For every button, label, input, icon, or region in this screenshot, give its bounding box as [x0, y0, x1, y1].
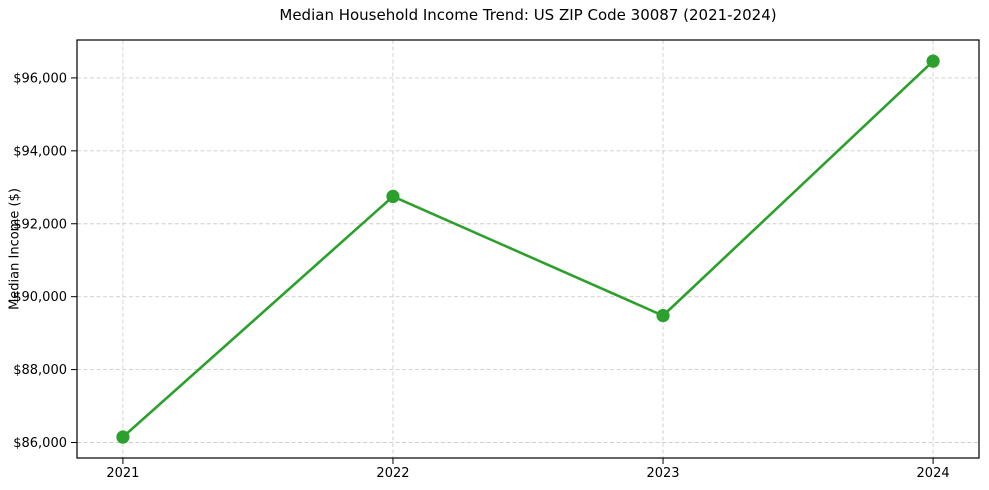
y-tick-label: $94,000 — [13, 144, 67, 159]
income-trend-line — [122, 60, 934, 439]
x-tick-label: 2024 — [917, 466, 950, 481]
y-tick-label: $96,000 — [13, 71, 67, 86]
y-tick-label: $86,000 — [13, 436, 67, 451]
y-tick-label: $92,000 — [13, 217, 67, 232]
x-tick-label: 2022 — [376, 466, 409, 481]
data-point-marker — [116, 430, 130, 444]
data-point-marker — [656, 309, 670, 323]
x-tick-label: 2023 — [646, 466, 679, 481]
y-tick-label: $88,000 — [13, 363, 67, 378]
chart-title: Median Household Income Trend: US ZIP Co… — [279, 6, 777, 24]
x-tick-label: 2021 — [106, 466, 139, 481]
y-tick-label: $90,000 — [13, 290, 67, 305]
data-point-marker — [386, 189, 400, 204]
plot-border — [76, 39, 980, 459]
data-point-marker — [926, 54, 940, 68]
